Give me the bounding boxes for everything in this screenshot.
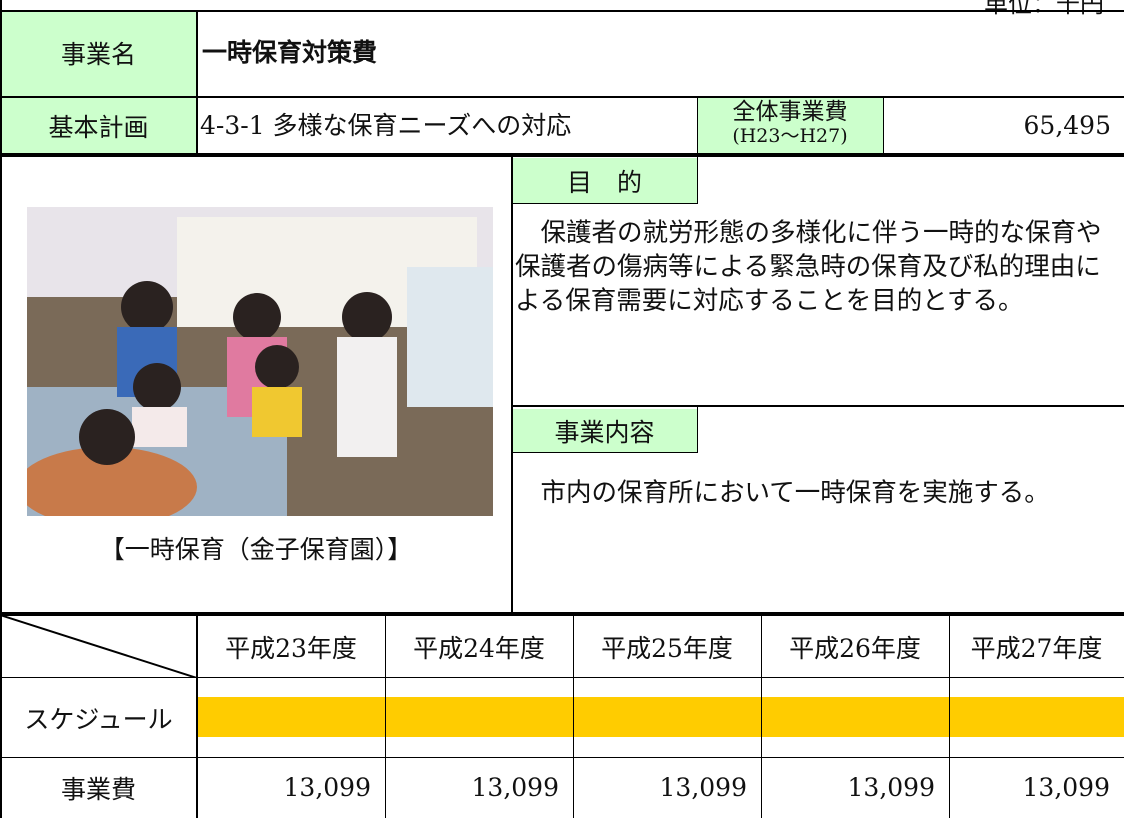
cost-value: 13,099: [471, 773, 559, 802]
year-header: 平成23年度: [225, 633, 357, 663]
rule: [0, 757, 1124, 758]
project-name: 一時保育対策費: [202, 38, 378, 67]
rule: [512, 203, 698, 204]
diagonal-cell: [0, 615, 197, 678]
unit: 単位：千円: [984, 0, 1104, 18]
total-label: 全体事業費 (H23～H27): [697, 96, 883, 155]
schedule-label: スケジュール: [24, 704, 173, 734]
cost-value: 13,099: [1022, 773, 1110, 802]
purpose-text: 保護者の就労形態の多様化に伴う一時的な保育や保護者の傷病等による緊急時の保育及び…: [515, 218, 1102, 316]
total-period: (H23～H27): [732, 125, 848, 147]
rule: [0, 612, 1124, 616]
rule: [511, 155, 513, 615]
rule: [573, 615, 574, 818]
rule: [385, 615, 386, 818]
year-header: 平成27年度: [970, 633, 1103, 663]
rule: [512, 452, 698, 453]
rule: [0, 153, 1124, 157]
rule: [0, 0, 2, 818]
rule: [196, 10, 198, 155]
rule: [761, 615, 762, 818]
photo: [27, 207, 493, 516]
rule: [0, 96, 1124, 98]
rule: [697, 155, 698, 203]
year-header: 平成26年度: [789, 633, 921, 663]
content-heading: 事業内容: [512, 409, 697, 452]
rule: [883, 96, 884, 155]
plan-label: 基本計画: [0, 96, 197, 155]
year-header: 平成24年度: [413, 633, 545, 663]
purpose-heading: 目 的: [512, 158, 697, 203]
cost-value: 13,099: [283, 773, 371, 802]
year-header: 平成25年度: [601, 633, 733, 663]
rule: [697, 406, 698, 452]
content-text: 市内の保育所において一時保育を実施する。: [515, 478, 1050, 508]
rule: [949, 615, 950, 818]
total-value: 65,495: [1023, 111, 1111, 140]
cost-value: 13,099: [847, 773, 935, 802]
rule: [697, 96, 698, 155]
photo-caption: 【一時保育（金子保育園）】: [99, 535, 413, 564]
cost-label: 事業費: [60, 774, 136, 804]
project-label: 事業名: [0, 10, 197, 96]
rule: [512, 405, 1124, 407]
rule: [0, 10, 1124, 12]
schedule-bar: [197, 697, 1124, 737]
rule: [0, 677, 1124, 678]
cost-value: 13,099: [659, 773, 747, 802]
total-label-text: 全体事業費: [732, 99, 848, 125]
plan-value: 4-3-1 多様な保育ニーズへの対応: [200, 111, 572, 140]
rule: [196, 615, 198, 818]
